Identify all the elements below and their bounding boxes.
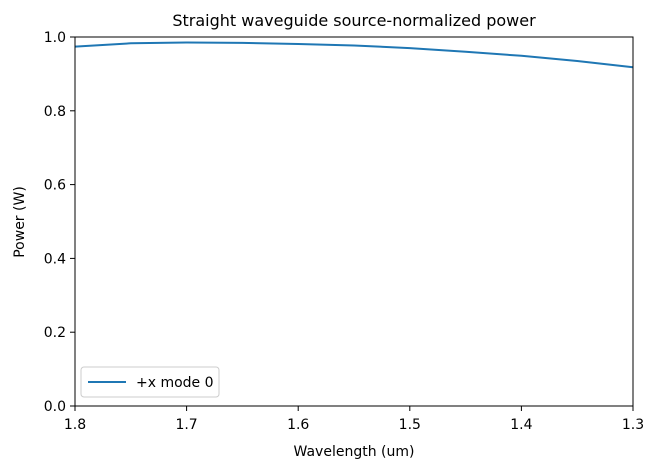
x-axis-label: Wavelength (um) <box>294 444 415 460</box>
y-tick-label: 0.2 <box>44 325 66 341</box>
y-tick-label: 0.0 <box>44 399 66 415</box>
y-tick-label: 0.6 <box>44 178 66 194</box>
x-tick-label: 1.8 <box>64 417 86 433</box>
x-tick-label: 1.7 <box>175 417 197 433</box>
x-axis-ticks: 1.8 1.7 1.6 1.5 1.4 1.3 <box>64 406 644 433</box>
x-tick-label: 1.4 <box>510 417 532 433</box>
axes-frame <box>74 36 634 407</box>
y-tick-label: 0.4 <box>44 251 66 267</box>
legend: +x mode 0 <box>80 366 220 398</box>
y-axis-ticks: 0.0 0.2 0.4 0.6 0.8 1.0 <box>44 30 75 415</box>
y-tick-label: 0.8 <box>44 104 66 120</box>
x-tick-label: 1.6 <box>287 417 309 433</box>
series-line-0 <box>74 41 634 69</box>
x-tick-label: 1.5 <box>399 417 421 433</box>
y-tick-label: 1.0 <box>44 30 66 46</box>
legend-box <box>80 366 220 398</box>
x-tick-label: 1.3 <box>622 417 644 433</box>
plot-area <box>74 36 634 407</box>
legend-label: +x mode 0 <box>136 375 214 391</box>
chart-title: Straight waveguide source-normalized pow… <box>172 11 536 30</box>
y-axis-label: Power (W) <box>12 186 28 258</box>
